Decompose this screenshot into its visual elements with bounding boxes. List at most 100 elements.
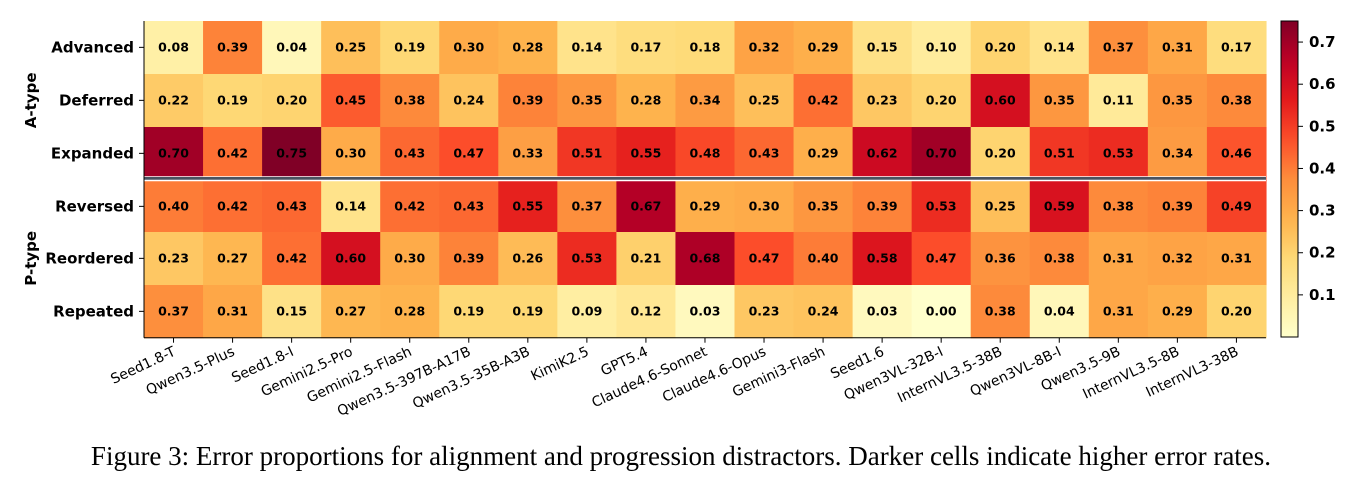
heatmap-cell xyxy=(439,180,499,234)
heatmap-cell xyxy=(439,21,499,75)
cell-value-label: 0.45 xyxy=(335,92,366,107)
group-label: P-type xyxy=(22,231,40,286)
cell-value-label: 0.20 xyxy=(926,92,957,107)
heatmap-cell xyxy=(144,180,204,234)
heatmap-cell xyxy=(1206,285,1267,339)
heatmap-cell xyxy=(439,232,499,286)
heatmap-cell xyxy=(1206,180,1267,234)
colorbar-scale xyxy=(1280,20,1299,338)
heatmap-cell xyxy=(793,74,854,128)
cell-value-label: 0.30 xyxy=(453,39,484,54)
heatmap-cell xyxy=(675,180,736,234)
cell-value-label: 0.49 xyxy=(1221,198,1252,213)
cell-value-label: 0.47 xyxy=(926,250,957,265)
cell-value-label: 0.28 xyxy=(630,92,661,107)
cell-value-label: 0.35 xyxy=(1044,92,1075,107)
heatmap-cell xyxy=(321,21,381,75)
heatmap-cell xyxy=(793,232,854,286)
heatmap-cell xyxy=(616,21,677,75)
heatmap-cell xyxy=(557,127,617,181)
heatmap-cell xyxy=(1147,21,1208,75)
cell-value-label: 0.04 xyxy=(1044,303,1075,318)
heatmap-cell xyxy=(1029,127,1090,181)
heatmap-cell xyxy=(675,127,736,181)
cell-value-label: 0.75 xyxy=(276,145,307,160)
cell-value-label: 0.53 xyxy=(571,250,602,265)
heatmap-cell xyxy=(793,285,854,339)
heatmap-cell xyxy=(557,285,617,339)
cell-value-label: 0.35 xyxy=(571,92,602,107)
heatmap-cell xyxy=(557,74,617,128)
heatmap-cell xyxy=(144,232,204,286)
cell-value-label: 0.43 xyxy=(453,198,484,213)
cell-value-label: 0.28 xyxy=(512,39,543,54)
heatmap-cell xyxy=(321,74,381,128)
cell-value-label: 0.20 xyxy=(985,145,1016,160)
heatmap-cell xyxy=(616,232,677,286)
heatmap-cell xyxy=(1206,127,1267,181)
cell-value-label: 0.20 xyxy=(1221,303,1252,318)
heatmap-cell xyxy=(675,285,736,339)
colorbar-tick-label: 0.3 xyxy=(1309,202,1336,220)
cell-value-label: 0.31 xyxy=(1162,39,1193,54)
heatmap-cell xyxy=(439,285,499,339)
heatmap-cell xyxy=(498,21,558,75)
cell-value-label: 0.40 xyxy=(808,250,839,265)
cell-value-label: 0.39 xyxy=(217,39,248,54)
heatmap-cell xyxy=(793,127,854,181)
heatmap-cell xyxy=(1029,285,1090,339)
cell-value-label: 0.20 xyxy=(985,39,1016,54)
heatmap-cell-labels: 0.08 0.39 0.04 0.25 0.19 0.30 0.28 0.14 0.17 0.18… xyxy=(158,39,1252,318)
cell-value-label: 0.28 xyxy=(394,303,425,318)
heatmap-cell xyxy=(852,127,913,181)
cell-value-label: 0.00 xyxy=(926,303,957,318)
cell-value-label: 0.42 xyxy=(217,198,248,213)
group-labels: A-type P-type xyxy=(22,72,40,285)
heatmap-cell xyxy=(1029,21,1090,75)
cell-value-label: 0.19 xyxy=(453,303,484,318)
cell-value-label: 0.60 xyxy=(335,250,366,265)
cell-value-label: 0.39 xyxy=(867,198,898,213)
heatmap-cell xyxy=(262,21,322,75)
heatmap-cell xyxy=(203,180,263,234)
heatmap-cell xyxy=(203,285,263,339)
heatmap-cell xyxy=(439,127,499,181)
column-label: Qwen3VL-32B-I xyxy=(842,344,946,404)
cell-value-label: 0.39 xyxy=(512,92,543,107)
heatmap-cell xyxy=(321,285,381,339)
cell-value-label: 0.35 xyxy=(1162,92,1193,107)
heatmap-cell xyxy=(1206,21,1267,75)
cell-value-label: 0.30 xyxy=(749,198,780,213)
cell-value-label: 0.17 xyxy=(630,39,661,54)
heatmap-cell xyxy=(144,21,204,75)
heatmap-cell xyxy=(321,180,381,234)
cell-value-label: 0.37 xyxy=(1103,39,1134,54)
cell-value-label: 0.23 xyxy=(158,250,189,265)
heatmap-cell xyxy=(970,74,1031,128)
cell-value-label: 0.24 xyxy=(453,92,484,107)
heatmap-cell xyxy=(1147,285,1208,339)
heatmap-cell xyxy=(262,285,322,339)
colorbar-tick-label: 0.5 xyxy=(1309,117,1336,135)
heatmap-cell xyxy=(1147,180,1208,234)
heatmap-cell xyxy=(852,21,913,75)
cell-value-label: 0.27 xyxy=(217,250,248,265)
heatmap-cell xyxy=(498,74,558,128)
heatmap-cell xyxy=(1088,180,1149,234)
heatmap-cell xyxy=(911,21,972,75)
cell-value-label: 0.47 xyxy=(453,145,484,160)
cell-value-label: 0.42 xyxy=(217,145,248,160)
heatmap-cell xyxy=(675,74,736,128)
heatmap-cell xyxy=(970,21,1031,75)
group-label: A-type xyxy=(22,72,40,128)
heatmap-cell xyxy=(1088,21,1149,75)
cell-value-label: 0.51 xyxy=(1044,145,1075,160)
cell-value-label: 0.31 xyxy=(217,303,248,318)
heatmap-cell xyxy=(144,285,204,339)
heatmap-cell xyxy=(380,285,440,339)
cell-value-label: 0.20 xyxy=(276,92,307,107)
cell-value-label: 0.25 xyxy=(335,39,366,54)
cell-value-label: 0.25 xyxy=(985,198,1016,213)
cell-value-label: 0.32 xyxy=(749,39,780,54)
cell-value-label: 0.19 xyxy=(394,39,425,54)
